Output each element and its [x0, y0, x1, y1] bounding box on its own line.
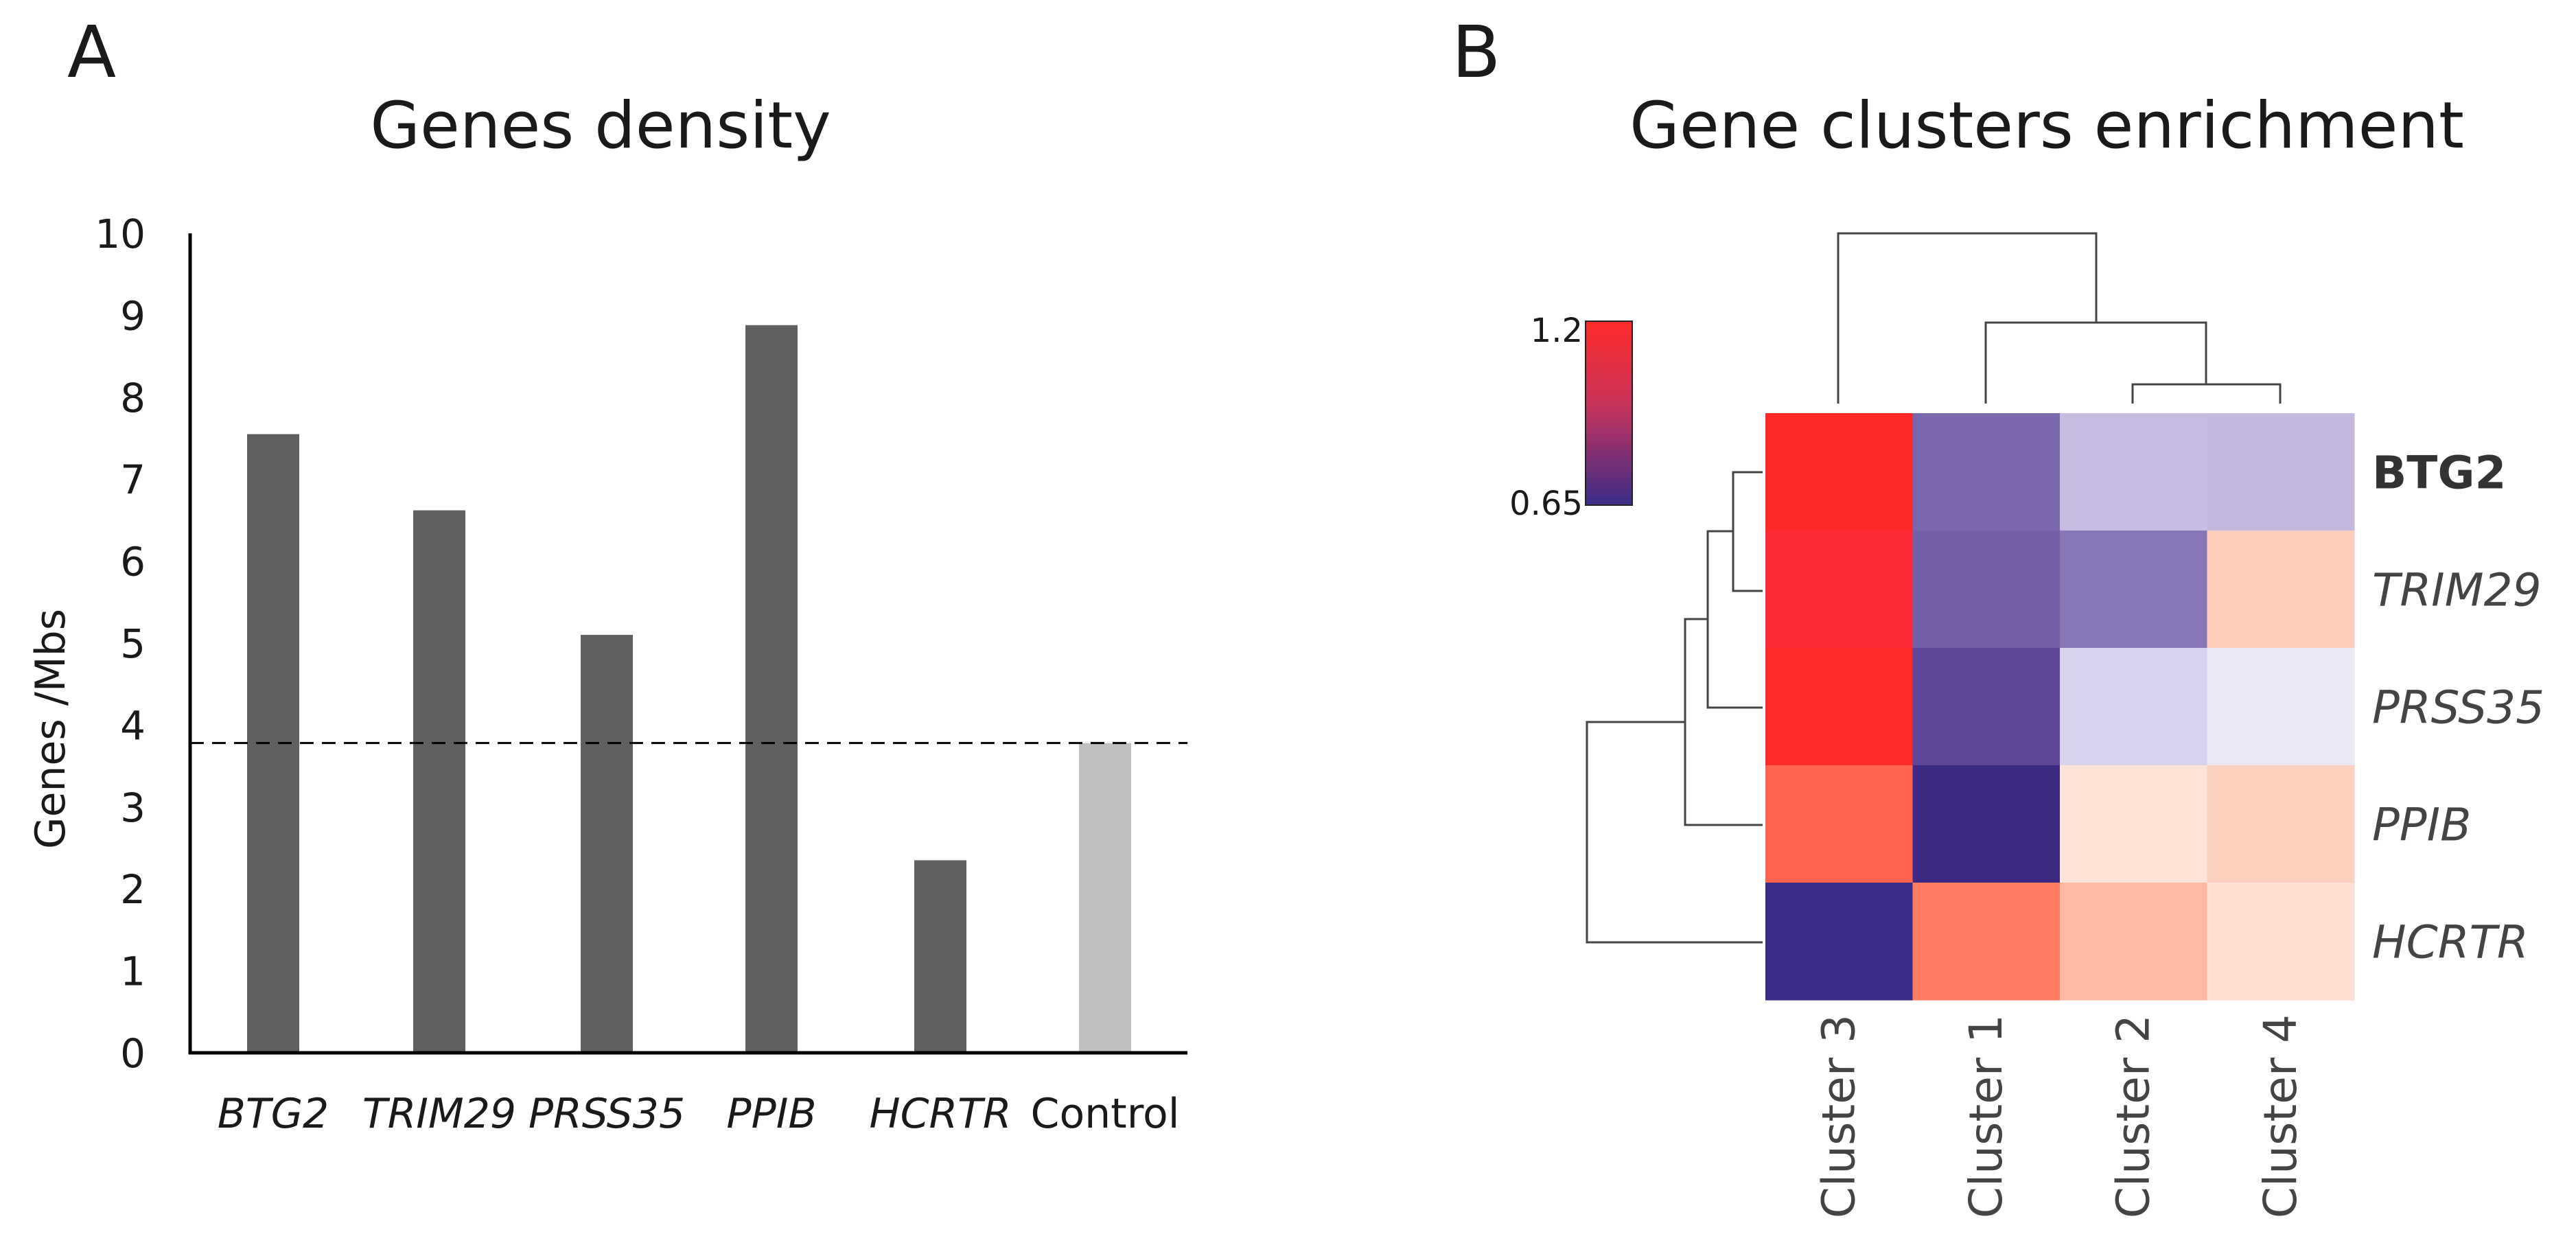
- bar-ppib: [745, 325, 798, 1053]
- column-label-cluster-2: Cluster 2: [2107, 1014, 2159, 1218]
- heatmap-cell: [2060, 765, 2208, 883]
- colorbar-min-label: 0.65: [1509, 485, 1583, 523]
- y-tick-label: 4: [120, 702, 146, 749]
- y-tick-label: 2: [120, 866, 146, 913]
- panel-a-letter: A: [67, 10, 116, 94]
- category-label: TRIM29: [362, 1090, 516, 1138]
- category-label: PRSS35: [529, 1090, 685, 1138]
- row-label-hcrtr: HCRTR: [2372, 916, 2529, 969]
- heatmap-cell: [2060, 531, 2208, 649]
- bar-prss35: [581, 635, 633, 1053]
- column-label-cluster-4: Cluster 4: [2254, 1014, 2307, 1218]
- heatmap-cell: [2060, 883, 2208, 1001]
- heatmap-cell: [2060, 648, 2208, 766]
- panel-b: B Gene clusters enrichment 1.2 0.65: [1452, 10, 2544, 1218]
- y-tick-label: 5: [120, 620, 146, 667]
- heatmap-cell: [1912, 883, 2061, 1001]
- heatmap-cell: [2060, 413, 2208, 531]
- row-dendrogram: [1586, 471, 1763, 944]
- category-label: HCRTR: [869, 1090, 1011, 1138]
- heatmap-row-labels: BTG2 TRIM29 PRSS35 PPIB HCRTR: [2372, 447, 2544, 969]
- y-tick-label: 6: [120, 539, 146, 585]
- heatmap-cell: [1765, 413, 1914, 531]
- heatmap-title: Gene clusters enrichment: [1629, 89, 2464, 163]
- column-dendrogram: [1837, 232, 2282, 404]
- heatmap-cell: [2207, 531, 2355, 649]
- heatmap-colorbar: [1585, 321, 1633, 506]
- y-tick-label: 1: [120, 948, 146, 995]
- y-tick-label: 9: [120, 292, 146, 339]
- category-label: Control: [1031, 1090, 1180, 1138]
- heatmap-cell: [1912, 648, 2061, 766]
- heatmap-cell: [2207, 648, 2355, 766]
- heatmap-cell: [2207, 413, 2355, 531]
- bar-trim29: [413, 510, 465, 1053]
- y-tick-label: 3: [120, 784, 146, 831]
- bar-chart-categories: BTG2 TRIM29 PRSS35 PPIB HCRTR Control: [218, 1090, 1180, 1138]
- heatmap-cells: [1765, 413, 2355, 1001]
- heatmap-cell: [1912, 765, 2061, 883]
- bar-control: [1079, 743, 1131, 1053]
- heatmap-cell: [1912, 531, 2061, 649]
- heatmap-cell: [2207, 883, 2355, 1001]
- y-tick-label: 8: [120, 375, 146, 421]
- heatmap-cell: [1765, 765, 1914, 883]
- row-label-prss35: PRSS35: [2372, 682, 2544, 734]
- category-label: BTG2: [218, 1090, 329, 1138]
- y-tick-label: 7: [120, 456, 146, 503]
- heatmap-cell: [1765, 531, 1914, 649]
- panel-b-letter: B: [1452, 10, 1500, 94]
- bar-hcrtr: [914, 860, 966, 1053]
- row-label-btg2: BTG2: [2372, 447, 2506, 500]
- bar-chart-title: Genes density: [370, 89, 831, 163]
- colorbar-max-label: 1.2: [1531, 312, 1583, 350]
- heatmap-cell: [1765, 883, 1914, 1001]
- row-label-ppib: PPIB: [2372, 799, 2471, 852]
- bar-chart-bars: [247, 325, 1131, 1053]
- heatmap-cell: [1912, 413, 2061, 531]
- column-label-cluster-3: Cluster 3: [1812, 1014, 1865, 1218]
- y-tick-label: 0: [120, 1030, 146, 1077]
- category-label: PPIB: [726, 1090, 816, 1138]
- heatmap-column-labels: Cluster 3 Cluster 1 Cluster 2 Cluster 4: [1812, 1014, 2307, 1218]
- column-label-cluster-1: Cluster 1: [1960, 1014, 2012, 1218]
- bar-chart-y-ticks: 0 1 2 3 4 5 6 7 8 9 10: [95, 211, 146, 1077]
- bar-chart-y-axis-label: Genes /Mbs: [27, 609, 75, 849]
- row-label-trim29: TRIM29: [2372, 564, 2542, 617]
- heatmap-cell: [2207, 765, 2355, 883]
- panel-a: A Genes density Genes /Mbs 012345678910 …: [27, 10, 1187, 1138]
- heatmap-cell: [1765, 648, 1914, 766]
- y-tick-label: 10: [95, 211, 146, 257]
